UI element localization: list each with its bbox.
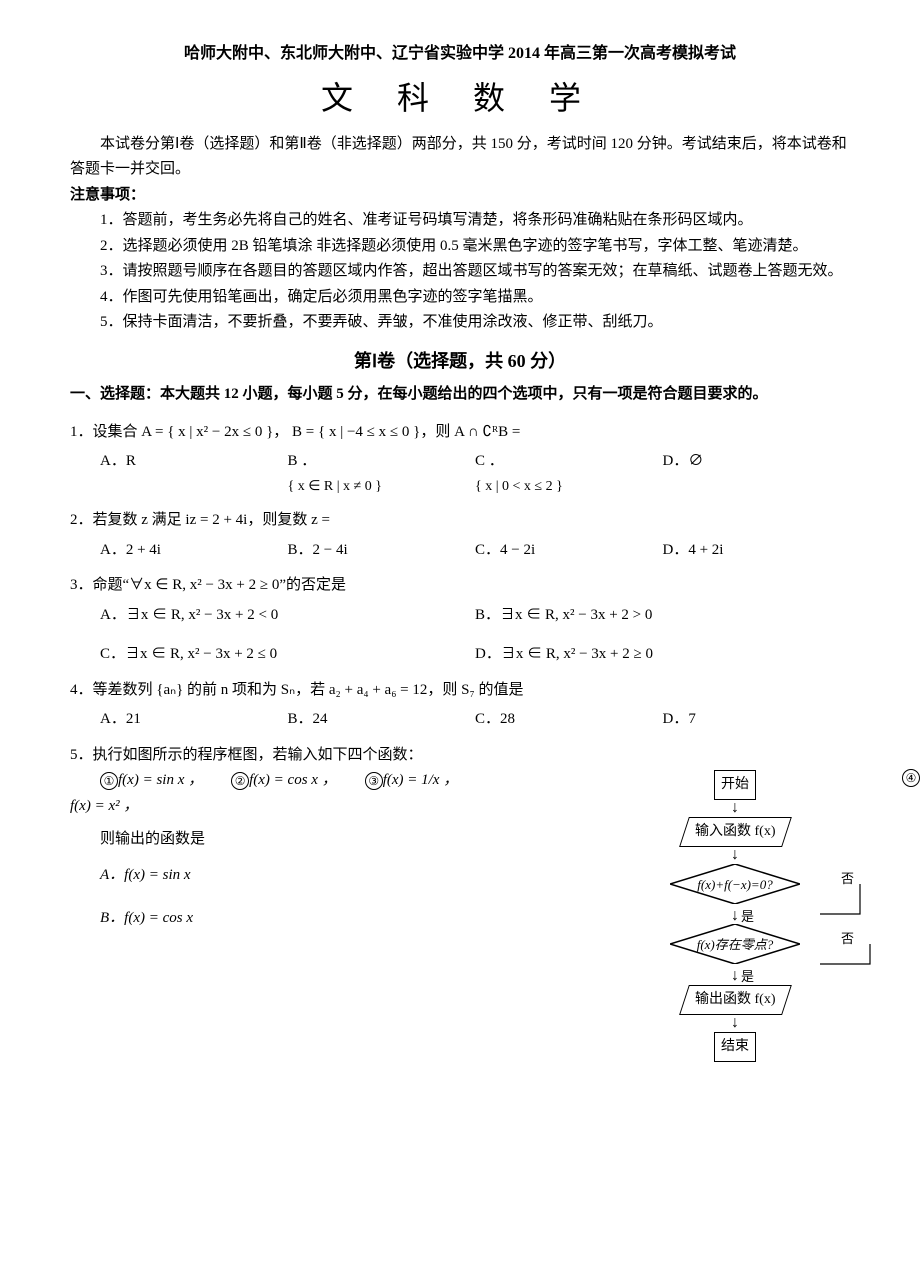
q2-opt-d: D．4 + 2i <box>663 538 851 564</box>
q3-options: A．∃x ∈ R, x² − 3x + 2 < 0 B．∃x ∈ R, x² −… <box>100 603 850 668</box>
part1-instructions: 一、选择题：本大题共 12 小题，每小题 5 分，在每小题给出的四个选项中，只有… <box>70 382 850 408</box>
q4-options: A．21 B．24 C．28 D．7 <box>100 707 850 733</box>
flow-output: 输出函数 f(x) <box>679 985 791 1015</box>
notice-5: 5．保持卡面清洁，不要折叠，不要弄破、弄皱，不准使用涂改液、修正带、刮纸刀。 <box>70 310 850 336</box>
flow-cond2-text: f(x)存在零点? <box>670 934 800 956</box>
flow-start: 开始 <box>714 770 756 800</box>
notice-3: 3．请按照题号顺序在各题目的答题区域内作答，超出答题区域书写的答案无效；在草稿纸… <box>70 259 850 285</box>
notice-1: 1．答题前，考生务必先将自己的姓名、准考证号码填写清楚，将条形码准确粘贴在条形码… <box>70 208 850 234</box>
q5-body: ① f(x) = sin x ， ② f(x) = cos x ， ③ f(x)… <box>70 768 608 950</box>
intro-paragraph: 本试卷分第Ⅰ卷（选择题）和第Ⅱ卷（非选择题）两部分，共 150 分，考试时间 1… <box>70 132 850 183</box>
q3-opt-d: D．∃x ∈ R, x² − 3x + 2 ≥ 0 <box>475 642 850 668</box>
q5-opt-b: B．f(x) = cos x <box>100 906 608 932</box>
q3-stem: 3．命题“∀x ∈ R, x² − 3x + 2 ≥ 0”的否定是 <box>70 573 850 599</box>
q2-opt-a: A．2 + 4i <box>100 538 288 564</box>
q2-stem: 2．若复数 z 满足 iz = 2 + 4i，则复数 z = <box>70 508 850 534</box>
q5-f4-line: f(x) = x² ， <box>70 794 608 820</box>
exam-header: 哈师大附中、东北师大附中、辽宁省实验中学 2014 年高三第一次高考模拟考试 <box>70 40 850 67</box>
q1-stem: 1．设集合 A = { x | x² − 2x ≤ 0 }， B = { x |… <box>70 420 850 446</box>
q1-opt-c: C ． { x | 0 < x ≤ 2 } <box>475 449 663 498</box>
flow-cond2: f(x)存在零点? <box>670 924 800 964</box>
q5-stem: 5．执行如图所示的程序框图，若输入如下四个函数： <box>70 743 850 769</box>
q5-f2: f(x) = cos x ， <box>249 768 337 794</box>
q1-opt-b-set: { x ∈ R | x ≠ 0 } <box>288 475 476 499</box>
q4-opt-a: A．21 <box>100 707 288 733</box>
flow-cond1-text: f(x)+f(−x)=0? <box>670 874 800 896</box>
q3-opt-b: B．∃x ∈ R, x² − 3x + 2 > 0 <box>475 603 850 629</box>
q5-opt-a: A．f(x) = sin x <box>100 863 608 889</box>
q1-opt-c-set: { x | 0 < x ≤ 2 } <box>475 475 663 499</box>
q5-f1: f(x) = sin x ， <box>118 768 203 794</box>
flow-cond1: f(x)+f(−x)=0? <box>670 864 800 904</box>
circled-4-icon: ④ <box>902 766 920 790</box>
q4-opt-b: B．24 <box>288 707 476 733</box>
circled-3-icon: ③ <box>365 772 383 790</box>
q5-functions: ① f(x) = sin x ， ② f(x) = cos x ， ③ f(x)… <box>100 768 608 794</box>
q1-opt-b: B ． { x ∈ R | x ≠ 0 } <box>288 449 476 498</box>
flow-end: 结束 <box>714 1032 756 1062</box>
arrow-down-icon: ↓ <box>620 802 850 815</box>
q1-options: A．R B ． { x ∈ R | x ≠ 0 } C ． { x | 0 < … <box>100 449 850 498</box>
q2-options: A．2 + 4i B．2 − 4i C．4 − 2i D．4 + 2i <box>100 538 850 564</box>
q1-opt-a: A．R <box>100 449 288 498</box>
q5-ask: 则输出的函数是 <box>100 827 608 853</box>
q4-stem: 4．等差数列 {aₙ} 的前 n 项和为 Sₙ，若 a₂ + a₄ + a₆ =… <box>70 678 850 704</box>
notice-4: 4．作图可先使用铅笔画出，确定后必须用黑色字迹的签字笔描黑。 <box>70 285 850 311</box>
q3-opt-a: A．∃x ∈ R, x² − 3x + 2 < 0 <box>100 603 475 629</box>
q4-opt-c: C．28 <box>475 707 663 733</box>
flow-input: 输入函数 f(x) <box>679 817 791 847</box>
q2-opt-b: B．2 − 4i <box>288 538 476 564</box>
part1-title: 第Ⅰ卷（选择题，共 60 分） <box>70 346 850 377</box>
q4-opt-d: D．7 <box>663 707 851 733</box>
notice-label: 注意事项： <box>70 183 850 209</box>
q1-opt-b-label: B ． <box>288 449 476 475</box>
exam-title: 文 科 数 学 <box>70 71 850 125</box>
q2-opt-c: C．4 − 2i <box>475 538 663 564</box>
flowchart: ④ 开始 ↓ 输入函数 f(x) ↓ f(x)+f(−x)=0? 否 是 ↓ f… <box>620 768 850 1063</box>
q3-opt-c: C．∃x ∈ R, x² − 3x + 2 ≤ 0 <box>100 642 475 668</box>
q1-opt-c-label: C ． <box>475 449 663 475</box>
q5-f3: f(x) = 1/x ， <box>383 768 459 794</box>
notice-2: 2．选择题必须使用 2B 铅笔填涂 非选择题必须使用 0.5 毫米黑色字迹的签字… <box>70 234 850 260</box>
arrow-down-icon: ↓ <box>620 849 850 862</box>
q1-opt-d: D．∅ <box>663 449 851 498</box>
circled-1-icon: ① <box>100 772 118 790</box>
circled-2-icon: ② <box>231 772 249 790</box>
